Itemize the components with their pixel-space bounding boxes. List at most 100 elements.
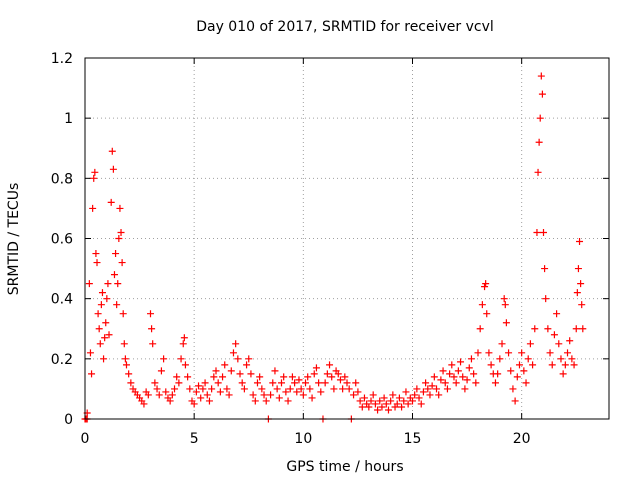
data-point bbox=[454, 367, 462, 375]
data-point bbox=[430, 373, 438, 381]
data-point bbox=[199, 385, 207, 393]
data-point bbox=[110, 271, 118, 279]
data-point bbox=[470, 370, 478, 378]
data-point bbox=[93, 259, 101, 267]
data-point bbox=[387, 397, 395, 405]
data-point bbox=[476, 325, 484, 333]
chart-title: Day 010 of 2017, SRMTID for receiver vcv… bbox=[196, 19, 494, 35]
data-point bbox=[378, 403, 386, 411]
data-point bbox=[336, 376, 344, 384]
plot-frame bbox=[84, 57, 610, 420]
data-point bbox=[249, 391, 257, 399]
data-point bbox=[96, 340, 104, 348]
data-point bbox=[384, 406, 392, 414]
data-point bbox=[125, 370, 133, 378]
data-point bbox=[548, 361, 556, 369]
data-point bbox=[115, 235, 123, 242]
data-point bbox=[452, 379, 460, 387]
data-point bbox=[472, 379, 480, 387]
data-point bbox=[411, 391, 419, 399]
data-point bbox=[536, 114, 544, 122]
data-point bbox=[553, 310, 561, 318]
data-point bbox=[286, 385, 294, 393]
data-point bbox=[491, 379, 499, 387]
data-point bbox=[463, 376, 471, 384]
data-point bbox=[94, 310, 102, 318]
data-point bbox=[245, 355, 253, 363]
data-point bbox=[513, 373, 521, 381]
y-axis-label: SRMTID / TECUs bbox=[6, 183, 22, 296]
data-point bbox=[121, 355, 129, 363]
data-point bbox=[251, 397, 259, 405]
data-point bbox=[448, 361, 456, 369]
data-point bbox=[225, 391, 233, 399]
data-point bbox=[537, 72, 545, 80]
data-point bbox=[415, 394, 423, 402]
data-point bbox=[541, 265, 549, 273]
data-point bbox=[247, 370, 255, 378]
data-point bbox=[459, 373, 467, 381]
data-point bbox=[234, 355, 242, 363]
data-point bbox=[302, 379, 310, 387]
data-point bbox=[494, 370, 502, 378]
data-point bbox=[380, 394, 388, 402]
data-point bbox=[267, 391, 275, 399]
data-point bbox=[382, 400, 390, 408]
data-point bbox=[175, 379, 183, 387]
data-point bbox=[288, 373, 296, 381]
data-point bbox=[86, 349, 94, 357]
axes: 0 5 10 15 20 0 0.2 0.4 0.6 0.8 1 1.2 bbox=[51, 51, 609, 447]
data-point bbox=[275, 394, 283, 402]
data-point bbox=[116, 204, 124, 212]
data-point bbox=[326, 361, 334, 369]
data-point bbox=[310, 370, 318, 378]
data-point bbox=[529, 361, 537, 369]
data-point bbox=[341, 373, 349, 381]
data-point bbox=[356, 397, 364, 405]
data-point bbox=[104, 280, 112, 288]
data-point bbox=[426, 391, 434, 399]
data-point bbox=[112, 250, 120, 258]
data-point bbox=[371, 400, 379, 408]
data-point bbox=[323, 370, 331, 378]
x-tick-label: 10 bbox=[294, 431, 312, 447]
data-point bbox=[435, 391, 443, 399]
data-point bbox=[312, 364, 320, 372]
data-point bbox=[345, 385, 353, 393]
data-point bbox=[181, 361, 189, 369]
data-point bbox=[114, 280, 122, 288]
x-tick-label: 20 bbox=[513, 431, 531, 447]
data-point bbox=[570, 361, 578, 369]
data-point bbox=[474, 349, 482, 357]
data-point bbox=[149, 340, 157, 348]
data-point bbox=[306, 385, 314, 393]
data-point bbox=[328, 373, 336, 381]
data-point bbox=[515, 361, 523, 369]
data-point bbox=[153, 385, 161, 393]
data-point bbox=[509, 385, 517, 393]
data-point bbox=[321, 379, 329, 387]
data-point bbox=[262, 397, 270, 405]
data-point bbox=[102, 319, 110, 327]
y-tick-label: 1 bbox=[64, 111, 73, 127]
data-point bbox=[282, 388, 290, 396]
data-point bbox=[308, 394, 316, 402]
data-point bbox=[113, 301, 121, 309]
data-point bbox=[579, 325, 587, 333]
data-point bbox=[502, 319, 510, 327]
data-point bbox=[101, 334, 109, 342]
data-point bbox=[273, 385, 281, 393]
data-point bbox=[203, 391, 211, 399]
data-point bbox=[404, 400, 412, 408]
data-point bbox=[192, 388, 200, 396]
data-point bbox=[243, 361, 251, 369]
x-axis-label: GPS time / hours bbox=[286, 459, 403, 475]
data-point bbox=[339, 385, 347, 393]
y-tick-label: 0 bbox=[64, 412, 73, 428]
data-point bbox=[127, 379, 135, 387]
data-point bbox=[518, 349, 526, 357]
data-point bbox=[365, 403, 373, 411]
data-point bbox=[457, 358, 465, 366]
data-points bbox=[81, 72, 587, 423]
